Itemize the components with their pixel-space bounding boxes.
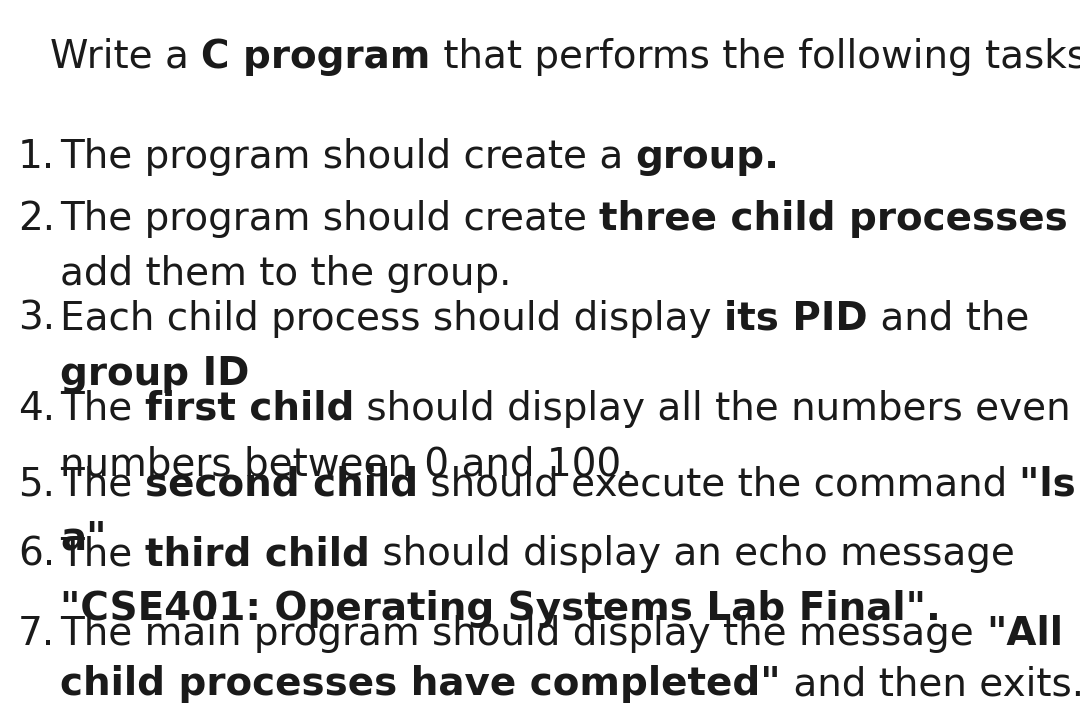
Text: and: and	[1068, 200, 1080, 238]
Text: its PID: its PID	[724, 300, 867, 338]
Text: that performs the following tasks: that performs the following tasks	[431, 38, 1080, 76]
Text: add them to the group.: add them to the group.	[60, 255, 512, 293]
Text: child processes have completed": child processes have completed"	[60, 665, 781, 703]
Text: and then exits.: and then exits.	[781, 665, 1080, 703]
Text: and the: and the	[867, 300, 1029, 338]
Text: should display an echo message: should display an echo message	[369, 535, 1014, 573]
Text: three child processes: three child processes	[599, 200, 1068, 238]
Text: should display all the numbers even: should display all the numbers even	[354, 390, 1070, 428]
Text: Write a: Write a	[50, 38, 201, 76]
Text: 7.: 7.	[18, 615, 55, 653]
Text: "All: "All	[986, 615, 1063, 653]
Text: second child: second child	[145, 465, 418, 503]
Text: The: The	[60, 465, 145, 503]
Text: group ID: group ID	[60, 355, 249, 393]
Text: group.: group.	[636, 138, 780, 176]
Text: The main program should display the message: The main program should display the mess…	[60, 615, 986, 653]
Text: first child: first child	[145, 390, 354, 428]
Text: The: The	[60, 390, 145, 428]
Text: The program should create: The program should create	[60, 200, 599, 238]
Text: "ls -l -: "ls -l -	[1020, 465, 1080, 503]
Text: 6.: 6.	[18, 535, 55, 573]
Text: 5.: 5.	[18, 465, 55, 503]
Text: 1.: 1.	[18, 138, 55, 176]
Text: C program: C program	[201, 38, 431, 76]
Text: numbers between 0 and 100.: numbers between 0 and 100.	[60, 445, 634, 483]
Text: 3.: 3.	[18, 300, 55, 338]
Text: 2.: 2.	[18, 200, 55, 238]
Text: The program should create a: The program should create a	[60, 138, 636, 176]
Text: third child: third child	[145, 535, 369, 573]
Text: Each child process should display: Each child process should display	[60, 300, 724, 338]
Text: "CSE401: Operating Systems Lab Final".: "CSE401: Operating Systems Lab Final".	[60, 590, 941, 628]
Text: a": a"	[60, 520, 107, 558]
Text: The: The	[60, 535, 145, 573]
Text: should execute the command: should execute the command	[418, 465, 1020, 503]
Text: 4.: 4.	[18, 390, 55, 428]
